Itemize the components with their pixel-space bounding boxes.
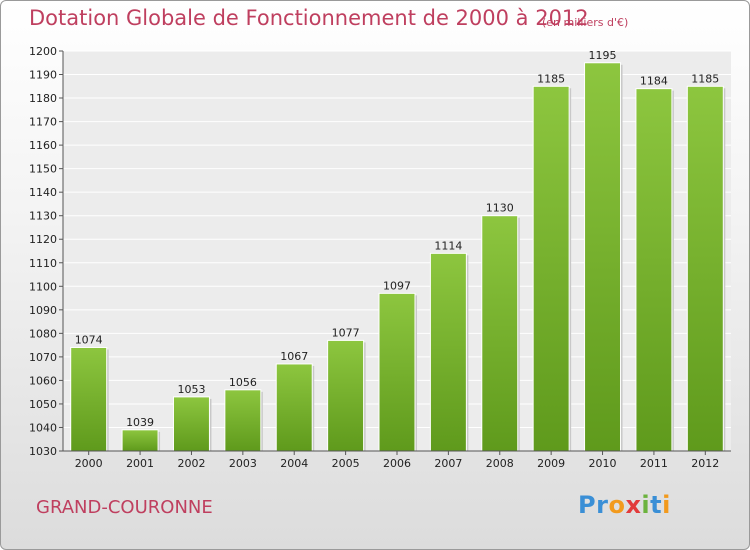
y-tick-label: 1130	[29, 210, 57, 223]
data-label: 1185	[537, 72, 565, 85]
bar-2003	[224, 389, 262, 452]
y-tick-label: 1050	[29, 398, 57, 411]
y-tick-label: 1190	[29, 69, 57, 82]
y-tick-label: 1200	[29, 45, 57, 58]
chart-subtitle: (en milliers d'€)	[542, 16, 629, 29]
axes	[59, 50, 731, 455]
bar-2010	[584, 62, 622, 452]
x-tick-label: 2002	[177, 457, 205, 470]
data-label: 1114	[434, 239, 462, 252]
x-tick-label: 2003	[229, 457, 257, 470]
location-name: GRAND-COURONNE	[36, 497, 213, 518]
bar-2001	[121, 429, 159, 452]
data-label: 1097	[383, 279, 411, 292]
logo-letter: P	[578, 491, 597, 519]
data-label: 1067	[280, 350, 308, 363]
y-tick-label: 1160	[29, 139, 57, 152]
y-tick-label: 1170	[29, 116, 57, 129]
logo-letter: r	[596, 491, 609, 519]
y-tick-label: 1060	[29, 374, 57, 387]
logo-letter: o	[608, 491, 626, 519]
x-tick-label: 2012	[691, 457, 719, 470]
x-tick-label: 2001	[126, 457, 154, 470]
y-tick-label: 1150	[29, 163, 57, 176]
data-label: 1056	[229, 376, 257, 389]
y-tick-label: 1090	[29, 304, 57, 317]
logo-letter: x	[625, 491, 642, 519]
x-tick-label: 2009	[537, 457, 565, 470]
y-tick-label: 1110	[29, 257, 57, 270]
data-label: 1184	[640, 75, 668, 88]
logo-letter: i	[662, 491, 671, 519]
chart-title: Dotation Globale de Fonctionnement de 20…	[29, 6, 589, 30]
bar-2005	[327, 339, 365, 452]
bars	[70, 62, 726, 452]
bar-2006	[378, 292, 416, 452]
bar-2009	[532, 85, 570, 452]
data-label: 1130	[486, 202, 514, 215]
data-label: 1039	[126, 416, 154, 429]
y-tick-label: 1040	[29, 421, 57, 434]
y-tick-label: 1120	[29, 233, 57, 246]
y-tick-label: 1030	[29, 445, 57, 458]
y-tick-label: 1080	[29, 327, 57, 340]
x-tick-label: 2007	[434, 457, 462, 470]
bar-2004	[275, 363, 313, 452]
proxiti-logo: Proxiti	[578, 491, 671, 519]
x-tick-label: 2010	[589, 457, 617, 470]
y-tick-label: 1180	[29, 92, 57, 105]
bar-2011	[635, 88, 673, 452]
x-tick-label: 2011	[640, 457, 668, 470]
data-label: 1185	[691, 72, 719, 85]
x-tick-label: 2008	[486, 457, 514, 470]
bar-2012	[686, 85, 724, 452]
logo-letter: t	[650, 491, 663, 519]
data-label: 1053	[177, 383, 205, 396]
y-tick-label: 1100	[29, 280, 57, 293]
y-tick-label: 1070	[29, 351, 57, 364]
bar-2002	[172, 396, 210, 452]
data-label: 1074	[75, 333, 103, 346]
x-tick-label: 2004	[280, 457, 308, 470]
x-tick-label: 2005	[332, 457, 360, 470]
bar-2008	[481, 215, 519, 452]
y-tick-label: 1140	[29, 186, 57, 199]
x-tick-label: 2000	[75, 457, 103, 470]
data-label: 1195	[589, 49, 617, 62]
bar-2000	[70, 346, 108, 452]
labels: 1030 1040 1050 1060 1070 1080 1090 1100 1110 1120…	[29, 45, 719, 470]
bar-2007	[429, 252, 467, 452]
data-label: 1077	[332, 326, 360, 339]
logo-letter: i	[641, 491, 651, 519]
x-tick-label: 2006	[383, 457, 411, 470]
